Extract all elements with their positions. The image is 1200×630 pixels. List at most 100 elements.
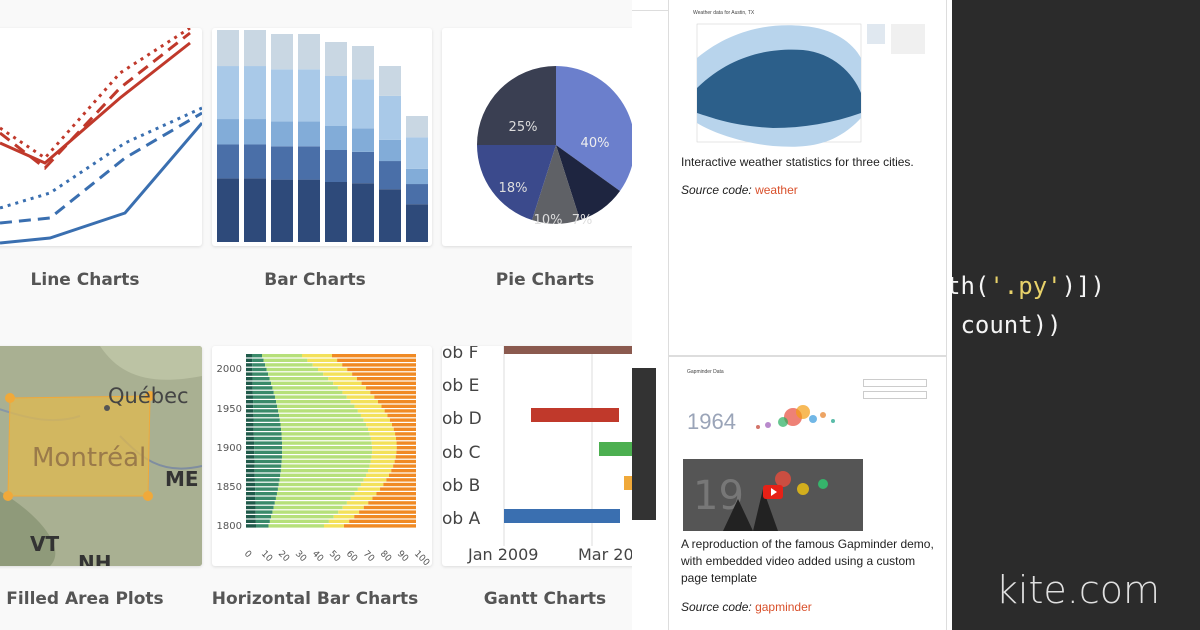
play-icon[interactable] <box>763 485 783 499</box>
bar-charts-thumbnail[interactable] <box>212 28 432 246</box>
pie-charts-thumbnail[interactable]: 25% 40% 18% 10% 7% <box>442 28 632 246</box>
hbar-segment <box>254 441 283 445</box>
caption-horizontal-bar-charts[interactable]: Horizontal Bar Charts <box>211 589 419 609</box>
hbar-tick-label: 100 <box>412 549 431 566</box>
bar-segment <box>217 30 239 67</box>
hbar-segment <box>281 436 371 441</box>
pie-label-7: 7% <box>572 213 593 228</box>
gapminder-preview[interactable]: Gapminder Data 1964 <box>683 369 933 459</box>
hbar-segment <box>246 450 255 454</box>
hbar-segment <box>374 395 416 399</box>
hbar-segment <box>246 446 255 450</box>
gapminder-source-link[interactable]: gapminder <box>755 600 812 614</box>
hbar-segment <box>279 418 364 422</box>
hbar-segment <box>268 372 324 376</box>
hbar-segment <box>246 492 256 496</box>
hbar-segment <box>246 487 256 491</box>
gapminder-video[interactable]: 19 <box>683 459 863 531</box>
hbar-tick-label: 70 <box>361 549 376 564</box>
hbar-segment <box>253 418 280 422</box>
pie-label-10: 10% <box>534 213 563 228</box>
bar-segment <box>406 168 428 185</box>
gapminder-bubbles <box>756 405 835 429</box>
bar-segment <box>325 126 347 150</box>
bar-segment <box>325 42 347 76</box>
hbar-segment <box>388 473 416 477</box>
hbar-segment <box>359 510 416 514</box>
hbar-segment <box>392 423 416 427</box>
hbar-tick-label: 10 <box>259 549 274 564</box>
bar-segment <box>379 189 401 242</box>
hbar-segment <box>255 487 278 491</box>
hbar-segment <box>253 436 282 441</box>
hbar-segment <box>337 358 416 362</box>
hbar-segment <box>279 478 364 482</box>
bar-segment <box>244 119 266 145</box>
gantt-job-d: ob D <box>442 409 482 429</box>
hbar-segment <box>280 423 367 427</box>
filled-area-thumbnail[interactable]: Québec Montréal ME VT NH <box>0 346 202 566</box>
bar-segment <box>271 69 293 122</box>
bar-chart-preview <box>217 30 428 242</box>
hbar-segment <box>357 487 381 491</box>
hbar-segment <box>278 482 361 487</box>
map-label-vt: VT <box>30 532 59 556</box>
hbar-segment <box>363 418 390 422</box>
hbar-segment <box>252 358 264 362</box>
bar-segment <box>325 76 347 126</box>
hbar-segment <box>246 409 254 413</box>
hbar-segment <box>370 390 416 395</box>
hbar-segment <box>254 473 281 477</box>
hbar-segment <box>337 386 367 390</box>
hbar-segment <box>346 501 369 505</box>
hbar-segment <box>370 459 395 464</box>
bar-segment <box>298 121 320 147</box>
hbar-segment <box>350 496 373 500</box>
hbar-segment <box>252 363 266 367</box>
hbar-segment <box>246 459 255 464</box>
hbar-segment <box>354 404 382 408</box>
hbar-segment <box>252 354 262 358</box>
caption-line-charts[interactable]: Line Charts <box>30 270 140 290</box>
hbar-segment <box>363 505 416 510</box>
gantt-preview: ob F ob E ob D ob C ob B ob A Jan 2009 M… <box>442 346 632 564</box>
hbar-segment <box>280 473 367 477</box>
hbar-segment <box>254 446 283 450</box>
hbar-segment <box>363 478 387 482</box>
hbar-segment <box>346 395 375 399</box>
hbar-segment <box>246 464 255 468</box>
partial-column <box>632 0 669 630</box>
caption-pie-charts[interactable]: Pie Charts <box>495 270 595 290</box>
hbar-tick-label: 20 <box>276 549 291 564</box>
bar-segment <box>271 34 293 70</box>
hbar-segment <box>274 501 347 505</box>
map-label-quebec: Québec <box>108 384 189 408</box>
hbar-segment <box>370 436 397 441</box>
horizontal-bar-thumbnail[interactable]: 2000 1950 1900 1850 1800 0 10 20 30 40 50 60 70… <box>212 346 432 566</box>
hbar-segment <box>376 492 416 496</box>
hbar-segment <box>350 400 379 404</box>
hbar-segment <box>386 478 416 482</box>
hbar-segment <box>342 390 371 395</box>
weather-source: Source code: weather <box>681 182 798 199</box>
hbar-segment <box>252 367 267 372</box>
hbar-segment <box>361 381 416 385</box>
gapminder-card: Gapminder Data 1964 19 <box>668 356 947 630</box>
weather-source-link[interactable]: weather <box>755 183 798 197</box>
weather-preview[interactable]: Weather data for Austin, TX <box>693 10 925 148</box>
hbar-segment <box>253 413 280 418</box>
example-gallery: Weather data for Austin, TX Interactive … <box>632 0 952 630</box>
line-charts-thumbnail[interactable] <box>0 28 202 246</box>
bar-segment <box>244 30 266 67</box>
caption-gantt-charts[interactable]: Gantt Charts <box>483 589 607 609</box>
bar-segment <box>298 34 320 70</box>
caption-filled-area-plots[interactable]: Filled Area Plots <box>6 589 164 609</box>
hbar-segment <box>254 478 280 482</box>
hbar-segment <box>368 427 394 431</box>
caption-bar-charts[interactable]: Bar Charts <box>264 270 366 290</box>
hbar-segment <box>312 363 343 367</box>
hbar-segment <box>395 432 416 436</box>
gantt-thumbnail[interactable]: ob F ob E ob D ob C ob B ob A Jan 2009 M… <box>442 346 632 566</box>
hbar-segment <box>307 358 338 362</box>
hbar-segment <box>276 492 355 496</box>
